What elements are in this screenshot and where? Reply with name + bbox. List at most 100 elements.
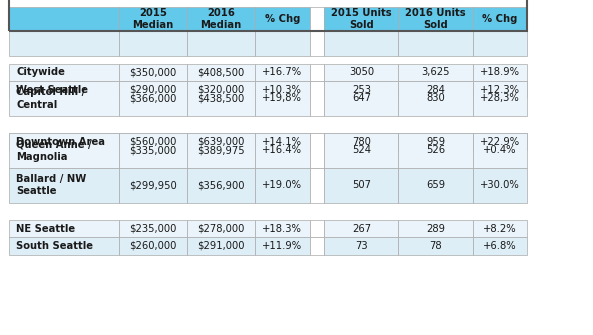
Text: $278,000: $278,000 <box>197 223 244 233</box>
Text: +10.3%: +10.3% <box>262 85 302 95</box>
Text: +16.7%: +16.7% <box>262 67 302 77</box>
Text: +11.9%: +11.9% <box>262 241 302 251</box>
Text: 526: 526 <box>426 145 445 155</box>
Bar <box>187 7 255 31</box>
Bar <box>119 81 187 116</box>
Text: 647: 647 <box>352 93 371 104</box>
Bar <box>119 133 187 168</box>
Bar <box>187 168 255 203</box>
Text: 507: 507 <box>352 180 371 190</box>
Bar <box>9 31 119 56</box>
Bar <box>398 133 473 168</box>
Text: % Chg: % Chg <box>264 14 300 24</box>
Bar <box>310 220 324 237</box>
Text: 2015 Units
Sold: 2015 Units Sold <box>331 8 392 30</box>
Text: $438,500: $438,500 <box>197 93 244 104</box>
Bar <box>187 133 255 150</box>
Text: Downtown Area: Downtown Area <box>16 137 105 147</box>
Bar <box>187 133 255 168</box>
Bar <box>310 64 324 81</box>
Bar <box>255 31 310 56</box>
Text: NE Seattle: NE Seattle <box>16 223 75 233</box>
Text: $291,000: $291,000 <box>197 241 245 251</box>
Text: +0.4%: +0.4% <box>483 145 517 155</box>
Bar <box>187 31 255 56</box>
Text: 524: 524 <box>352 145 371 155</box>
Bar <box>310 7 324 31</box>
Bar <box>119 7 187 31</box>
Bar <box>255 133 310 168</box>
Bar <box>398 168 473 203</box>
Bar <box>310 81 324 116</box>
Text: $235,000: $235,000 <box>129 223 176 233</box>
Bar <box>9 81 119 98</box>
Text: +12.3%: +12.3% <box>480 85 520 95</box>
Text: 2016 Units
Sold: 2016 Units Sold <box>405 8 466 30</box>
Text: 267: 267 <box>352 223 371 233</box>
Text: $320,000: $320,000 <box>197 85 244 95</box>
Bar <box>398 64 473 81</box>
Bar <box>473 31 527 56</box>
Bar <box>310 237 324 255</box>
Text: +14.1%: +14.1% <box>262 137 302 147</box>
Text: 73: 73 <box>355 241 368 251</box>
Bar <box>324 220 398 237</box>
Bar <box>398 7 473 31</box>
Bar <box>324 81 398 116</box>
Bar <box>324 168 398 203</box>
Bar <box>119 237 187 255</box>
Text: $366,000: $366,000 <box>129 93 176 104</box>
Text: $260,000: $260,000 <box>129 241 176 251</box>
Text: South Seattle: South Seattle <box>16 241 93 251</box>
Bar <box>9 133 119 168</box>
Bar <box>9 237 119 255</box>
Bar <box>255 81 310 98</box>
Text: +8.2%: +8.2% <box>483 223 517 233</box>
Text: 830: 830 <box>426 93 445 104</box>
Text: 659: 659 <box>426 180 445 190</box>
Text: $389,975: $389,975 <box>197 145 245 155</box>
Text: 2015
Median: 2015 Median <box>132 8 173 30</box>
Text: +19,8%: +19,8% <box>262 93 302 104</box>
Bar <box>310 81 324 98</box>
Bar <box>324 64 398 81</box>
Bar <box>9 220 119 237</box>
Bar <box>255 168 310 203</box>
Bar <box>324 31 398 56</box>
Bar <box>255 64 310 81</box>
Bar <box>310 168 324 203</box>
Text: Capitol Hill /
Central: Capitol Hill / Central <box>16 87 85 110</box>
Bar <box>398 81 473 98</box>
Bar <box>324 81 398 98</box>
Text: Queen Anne /
Magnolia: Queen Anne / Magnolia <box>16 139 92 162</box>
Text: 289: 289 <box>426 223 445 233</box>
Bar <box>398 220 473 237</box>
Bar <box>119 168 187 203</box>
Bar <box>187 81 255 98</box>
Bar <box>324 133 398 150</box>
Bar <box>255 133 310 150</box>
Bar <box>398 81 473 116</box>
Bar <box>9 0 527 31</box>
Bar <box>119 31 187 56</box>
Text: +6.8%: +6.8% <box>483 241 517 251</box>
Bar <box>473 133 527 150</box>
Bar <box>187 220 255 237</box>
Text: +22.9%: +22.9% <box>480 137 520 147</box>
Bar <box>9 168 119 203</box>
Text: $290,000: $290,000 <box>129 85 176 95</box>
Bar <box>255 237 310 255</box>
Bar <box>473 168 527 203</box>
Text: 780: 780 <box>352 137 371 147</box>
Text: $356,900: $356,900 <box>197 180 245 190</box>
Bar <box>473 220 527 237</box>
Text: 959: 959 <box>426 137 445 147</box>
Text: +18.3%: +18.3% <box>262 223 302 233</box>
Text: +18.9%: +18.9% <box>480 67 520 77</box>
Text: 78: 78 <box>429 241 442 251</box>
Bar <box>187 81 255 116</box>
Bar <box>324 7 398 31</box>
Bar <box>119 64 187 81</box>
Bar <box>473 237 527 255</box>
Text: West Seattle: West Seattle <box>16 85 88 95</box>
